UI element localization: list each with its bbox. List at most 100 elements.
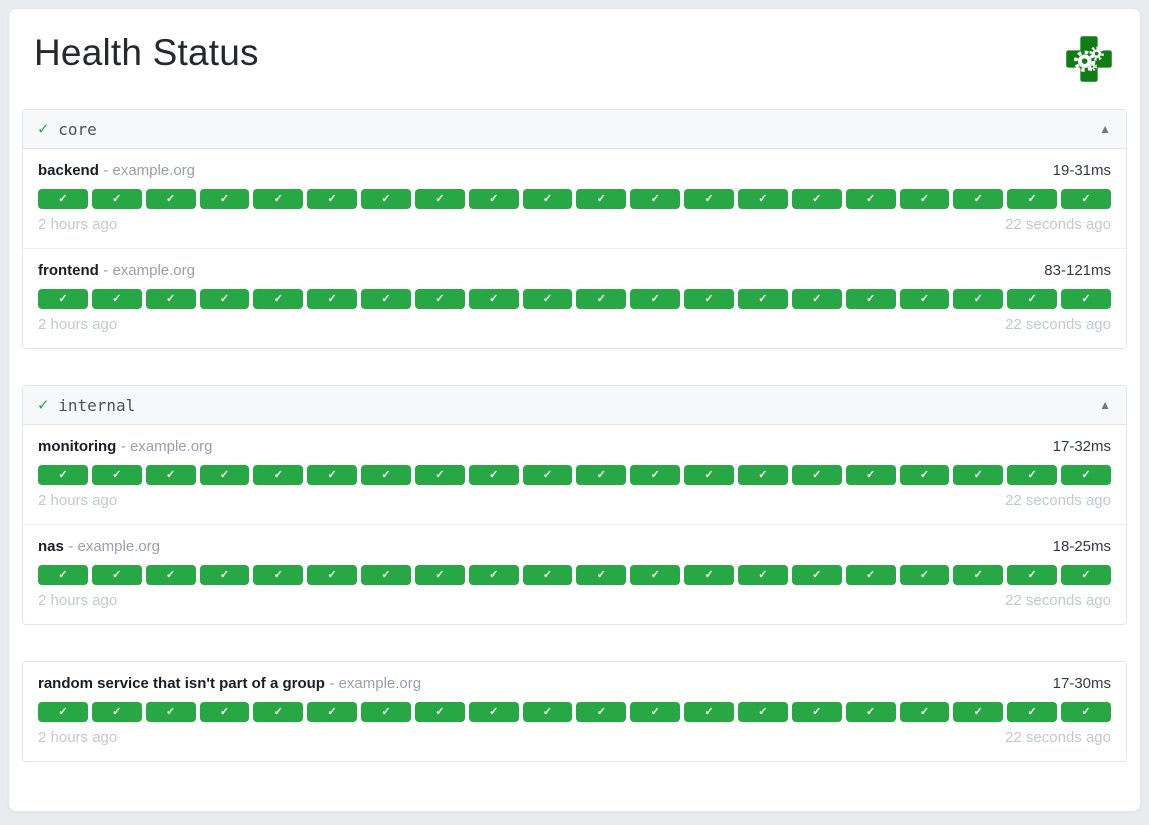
health-check-success-block[interactable]: ✓: [899, 465, 950, 485]
health-check-success-block[interactable]: ✓: [845, 289, 896, 309]
health-check-success-block[interactable]: ✓: [845, 465, 896, 485]
health-check-success-block[interactable]: ✓: [414, 189, 465, 209]
health-check-success-block[interactable]: ✓: [361, 702, 411, 722]
health-check-success-block[interactable]: ✓: [953, 702, 1004, 722]
health-check-success-block[interactable]: ✓: [38, 565, 88, 585]
health-check-success-block[interactable]: ✓: [361, 465, 411, 485]
health-check-success-block[interactable]: ✓: [468, 702, 519, 722]
health-check-success-block[interactable]: ✓: [845, 702, 896, 722]
health-check-success-block[interactable]: ✓: [145, 565, 196, 585]
health-check-success-block[interactable]: ✓: [307, 465, 358, 485]
health-check-success-block[interactable]: ✓: [253, 465, 304, 485]
health-check-success-block[interactable]: ✓: [199, 702, 250, 722]
collapse-triangle-icon[interactable]: ▲: [1099, 398, 1111, 412]
health-check-success-block[interactable]: ✓: [145, 702, 196, 722]
health-check-success-block[interactable]: ✓: [253, 289, 304, 309]
health-check-success-block[interactable]: ✓: [253, 702, 304, 722]
health-check-success-block[interactable]: ✓: [684, 702, 734, 722]
health-check-success-block[interactable]: ✓: [1061, 289, 1111, 309]
health-check-success-block[interactable]: ✓: [307, 565, 358, 585]
health-check-success-block[interactable]: ✓: [522, 465, 573, 485]
health-check-success-block[interactable]: ✓: [737, 289, 788, 309]
health-check-success-block[interactable]: ✓: [414, 702, 465, 722]
health-check-success-block[interactable]: ✓: [414, 565, 465, 585]
health-check-success-block[interactable]: ✓: [684, 189, 734, 209]
health-check-success-block[interactable]: ✓: [468, 289, 519, 309]
health-check-success-block[interactable]: ✓: [38, 465, 88, 485]
health-check-success-block[interactable]: ✓: [307, 702, 358, 722]
health-check-success-block[interactable]: ✓: [199, 565, 250, 585]
health-check-success-block[interactable]: ✓: [1007, 289, 1058, 309]
health-check-success-block[interactable]: ✓: [899, 289, 950, 309]
health-check-success-block[interactable]: ✓: [576, 702, 627, 722]
health-check-success-block[interactable]: ✓: [630, 565, 681, 585]
group-header[interactable]: ✓ core ▲: [23, 110, 1126, 149]
group-header[interactable]: ✓ internal ▲: [23, 386, 1126, 425]
health-check-success-block[interactable]: ✓: [361, 189, 411, 209]
collapse-triangle-icon[interactable]: ▲: [1099, 122, 1111, 136]
health-check-success-block[interactable]: ✓: [953, 565, 1004, 585]
health-check-success-block[interactable]: ✓: [199, 189, 250, 209]
health-check-success-block[interactable]: ✓: [1007, 702, 1058, 722]
health-check-success-block[interactable]: ✓: [737, 702, 788, 722]
health-check-success-block[interactable]: ✓: [522, 189, 573, 209]
health-check-success-block[interactable]: ✓: [1007, 565, 1058, 585]
health-check-success-block[interactable]: ✓: [468, 465, 519, 485]
health-check-success-block[interactable]: ✓: [899, 702, 950, 722]
health-check-success-block[interactable]: ✓: [199, 289, 250, 309]
health-check-success-block[interactable]: ✓: [630, 465, 681, 485]
health-check-success-block[interactable]: ✓: [1061, 465, 1111, 485]
health-check-success-block[interactable]: ✓: [737, 465, 788, 485]
health-check-success-block[interactable]: ✓: [953, 465, 1004, 485]
health-check-success-block[interactable]: ✓: [737, 565, 788, 585]
health-check-success-block[interactable]: ✓: [899, 565, 950, 585]
health-check-success-block[interactable]: ✓: [468, 189, 519, 209]
health-check-success-block[interactable]: ✓: [38, 189, 88, 209]
health-check-success-block[interactable]: ✓: [91, 189, 142, 209]
health-check-success-block[interactable]: ✓: [576, 565, 627, 585]
health-check-success-block[interactable]: ✓: [1061, 189, 1111, 209]
health-check-success-block[interactable]: ✓: [414, 465, 465, 485]
health-check-success-block[interactable]: ✓: [791, 465, 842, 485]
health-check-success-block[interactable]: ✓: [307, 289, 358, 309]
health-check-success-block[interactable]: ✓: [199, 465, 250, 485]
health-check-success-block[interactable]: ✓: [145, 465, 196, 485]
health-check-success-block[interactable]: ✓: [791, 565, 842, 585]
health-check-success-block[interactable]: ✓: [899, 189, 950, 209]
health-check-success-block[interactable]: ✓: [468, 565, 519, 585]
health-check-success-block[interactable]: ✓: [791, 189, 842, 209]
health-check-success-block[interactable]: ✓: [684, 289, 734, 309]
health-check-success-block[interactable]: ✓: [361, 565, 411, 585]
health-check-success-block[interactable]: ✓: [1061, 702, 1111, 722]
health-check-success-block[interactable]: ✓: [307, 189, 358, 209]
health-check-success-block[interactable]: ✓: [91, 565, 142, 585]
health-check-success-block[interactable]: ✓: [145, 289, 196, 309]
health-check-success-block[interactable]: ✓: [684, 565, 734, 585]
health-check-success-block[interactable]: ✓: [630, 189, 681, 209]
health-check-success-block[interactable]: ✓: [91, 702, 142, 722]
health-check-success-block[interactable]: ✓: [361, 289, 411, 309]
health-check-success-block[interactable]: ✓: [253, 189, 304, 209]
health-check-success-block[interactable]: ✓: [845, 565, 896, 585]
health-check-success-block[interactable]: ✓: [38, 702, 88, 722]
health-check-success-block[interactable]: ✓: [91, 465, 142, 485]
health-check-success-block[interactable]: ✓: [38, 289, 88, 309]
health-check-success-block[interactable]: ✓: [791, 289, 842, 309]
health-check-success-block[interactable]: ✓: [91, 289, 142, 309]
health-check-success-block[interactable]: ✓: [522, 565, 573, 585]
health-check-success-block[interactable]: ✓: [522, 289, 573, 309]
health-check-success-block[interactable]: ✓: [1007, 465, 1058, 485]
health-check-success-block[interactable]: ✓: [576, 289, 627, 309]
health-check-success-block[interactable]: ✓: [953, 189, 1004, 209]
health-check-success-block[interactable]: ✓: [1007, 189, 1058, 209]
health-check-success-block[interactable]: ✓: [630, 702, 681, 722]
health-check-success-block[interactable]: ✓: [684, 465, 734, 485]
health-check-success-block[interactable]: ✓: [576, 465, 627, 485]
health-check-success-block[interactable]: ✓: [953, 289, 1004, 309]
health-check-success-block[interactable]: ✓: [845, 189, 896, 209]
health-check-success-block[interactable]: ✓: [791, 702, 842, 722]
health-check-success-block[interactable]: ✓: [1061, 565, 1111, 585]
health-check-success-block[interactable]: ✓: [253, 565, 304, 585]
health-check-success-block[interactable]: ✓: [737, 189, 788, 209]
health-check-success-block[interactable]: ✓: [414, 289, 465, 309]
